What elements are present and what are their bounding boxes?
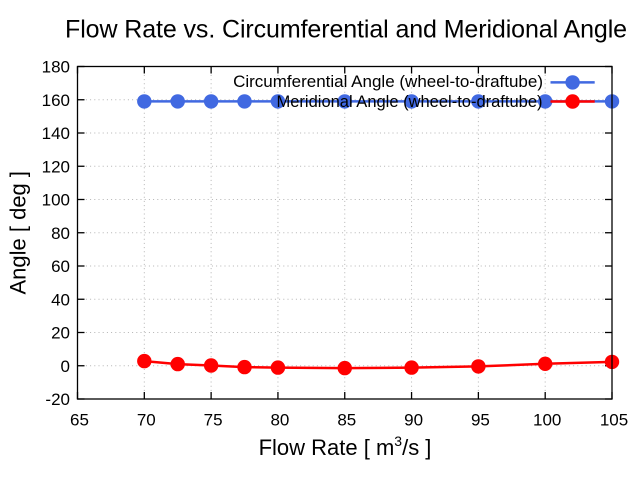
svg-text:-20: -20 [45,390,70,409]
svg-text:90: 90 [404,411,423,430]
svg-text:75: 75 [204,411,223,430]
svg-text:20: 20 [51,324,70,343]
svg-text:60: 60 [51,257,70,276]
svg-text:180: 180 [42,58,70,77]
svg-text:80: 80 [51,224,70,243]
svg-text:65: 65 [70,411,89,430]
svg-text:95: 95 [471,411,490,430]
svg-text:Flow Rate [ m3/s ]: Flow Rate [ m3/s ] [259,433,432,460]
svg-text:100: 100 [533,411,561,430]
svg-text:0: 0 [61,357,70,376]
svg-text:85: 85 [337,411,356,430]
svg-text:140: 140 [42,124,70,143]
svg-text:40: 40 [51,290,70,309]
svg-text:100: 100 [42,191,70,210]
svg-text:70: 70 [137,411,156,430]
svg-text:Circumferential Angle (wheel-t: Circumferential Angle (wheel-to-draftube… [233,72,543,91]
svg-text:Angle [ deg ]: Angle [ deg ] [6,171,31,295]
svg-text:Flow Rate vs. Circumferential: Flow Rate vs. Circumferential and Meridi… [65,16,627,44]
svg-text:120: 120 [42,157,70,176]
svg-text:105: 105 [600,411,628,430]
svg-text:Meridional Angle (wheel-to-dra: Meridional Angle (wheel-to-draftube) [277,93,543,111]
svg-text:160: 160 [42,91,70,110]
svg-text:80: 80 [270,411,289,430]
